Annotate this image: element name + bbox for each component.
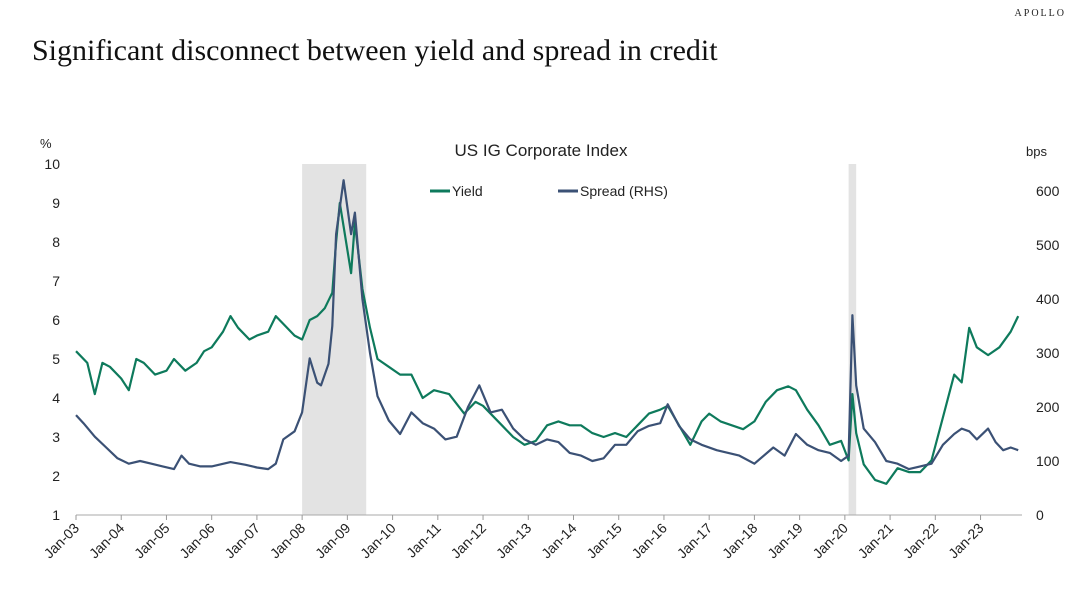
x-tick-label: Jan-20: [809, 520, 851, 562]
x-tick-label: Jan-05: [131, 520, 173, 562]
y-right-tick-label: 600: [1036, 183, 1060, 199]
y-right-tick-label: 300: [1036, 345, 1060, 361]
x-tick-label: Jan-06: [176, 520, 218, 562]
left-y-axis: 1 2 3 4 5 6 7 8 9 10: [44, 156, 60, 523]
x-tick-label: Jan-08: [267, 520, 309, 562]
x-tick-label: Jan-18: [719, 520, 761, 562]
x-tick-label: Jan-07: [221, 520, 263, 562]
y-left-tick-label: 5: [52, 351, 60, 367]
x-tick-label: Jan-21: [855, 520, 897, 562]
y-left-tick-label: 2: [52, 468, 60, 484]
x-tick-label: Jan-10: [357, 520, 399, 562]
y-right-tick-label: 200: [1036, 399, 1060, 415]
x-tick-label: Jan-14: [538, 520, 580, 562]
y-left-tick-label: 4: [52, 390, 60, 406]
y-right-tick-label: 400: [1036, 291, 1060, 307]
y-right-tick-label: 100: [1036, 453, 1060, 469]
chart-title: US IG Corporate Index: [455, 141, 628, 160]
recession-shading: [302, 164, 857, 515]
shaded-period-0: [302, 164, 367, 515]
y-left-tick-label: 7: [52, 273, 60, 289]
yield-series-line: [75, 201, 1020, 485]
x-axis: Jan-03 Jan-04 Jan-05 Jan-06 Jan-07 Jan-08 Jan-…: [41, 515, 987, 561]
x-tick-label: Jan-04: [86, 520, 128, 562]
brand-logo-text: APOLLO: [1014, 8, 1066, 19]
series-lines: [75, 179, 1020, 485]
legend-label-spread: Spread (RHS): [580, 183, 668, 199]
x-tick-label: Jan-11: [403, 520, 444, 561]
y-right-tick-label: 500: [1036, 237, 1060, 253]
x-tick-label: Jan-15: [583, 520, 625, 562]
legend: Yield Spread (RHS): [430, 183, 668, 199]
slide-headline: Significant disconnect between yield and…: [32, 34, 718, 67]
x-tick-label: Jan-22: [900, 520, 942, 562]
x-tick-label: Jan-23: [945, 520, 987, 562]
x-tick-label: Jan-17: [674, 520, 716, 562]
x-tick-label: Jan-09: [312, 520, 354, 562]
right-axis-unit: bps: [1026, 144, 1047, 159]
x-tick-label: Jan-12: [448, 520, 490, 562]
legend-label-yield: Yield: [452, 183, 483, 199]
spread-series-line: [75, 179, 1019, 471]
left-axis-unit: %: [40, 136, 52, 151]
x-tick-label: Jan-16: [628, 520, 670, 562]
x-tick-label: Jan-19: [764, 520, 806, 562]
y-left-tick-label: 9: [52, 195, 60, 211]
y-left-tick-label: 6: [52, 312, 60, 328]
right-y-axis: 0 100 200 300 400 500 600: [1036, 183, 1060, 523]
y-left-tick-label: 1: [52, 507, 60, 523]
x-tick-label: Jan-13: [493, 520, 535, 562]
y-right-tick-label: 0: [1036, 507, 1044, 523]
y-left-tick-label: 8: [52, 234, 60, 250]
x-tick-label: Jan-03: [41, 520, 83, 562]
y-left-tick-label: 10: [44, 156, 60, 172]
y-left-tick-label: 3: [52, 429, 60, 445]
